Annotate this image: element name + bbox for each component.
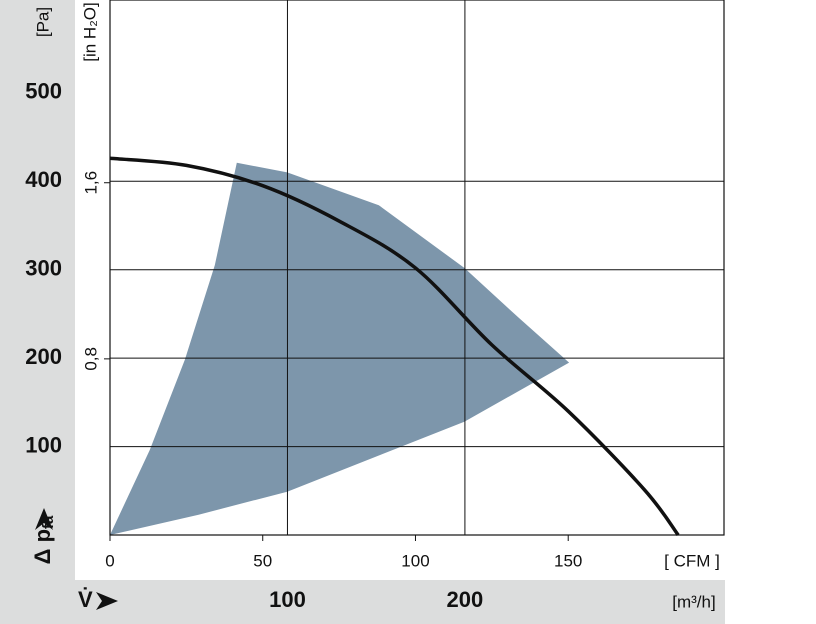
- x2-tick-label: 200: [447, 587, 484, 612]
- plot-frame: [109, 0, 725, 536]
- y-tick-label: 300: [25, 256, 62, 281]
- bottom-panel: [0, 580, 725, 624]
- y-tick-label: 200: [25, 344, 62, 369]
- x2-label: [m³/h]: [672, 592, 715, 611]
- y-title-main: Δ p: [30, 529, 55, 564]
- x-label: [ CFM ]: [664, 551, 720, 570]
- y-tick-label: 500: [25, 79, 62, 104]
- x2-arrow: [96, 592, 118, 610]
- x-tick-label: 150: [554, 551, 582, 570]
- y-arrow: [35, 508, 53, 530]
- y-tick-label: 400: [25, 167, 62, 192]
- x2-tick-label: 100: [269, 587, 306, 612]
- y2-tick-label: 1,6: [81, 171, 100, 195]
- y-tick-label: 100: [25, 432, 62, 457]
- y2-label: [in H₂O]: [80, 2, 99, 62]
- x-tick-label: 100: [401, 551, 429, 570]
- x2-symbol: V̇: [78, 587, 93, 612]
- plot-area: [109, 0, 724, 537]
- y2-tick-label: 0,8: [81, 347, 100, 371]
- left-panel: [0, 0, 75, 624]
- fan-curve: [109, 156, 680, 537]
- operating-area: [110, 162, 570, 535]
- x-tick-label: 50: [253, 551, 272, 570]
- x-tick-label: 0: [105, 551, 114, 570]
- y-label: [Pa]: [33, 7, 52, 37]
